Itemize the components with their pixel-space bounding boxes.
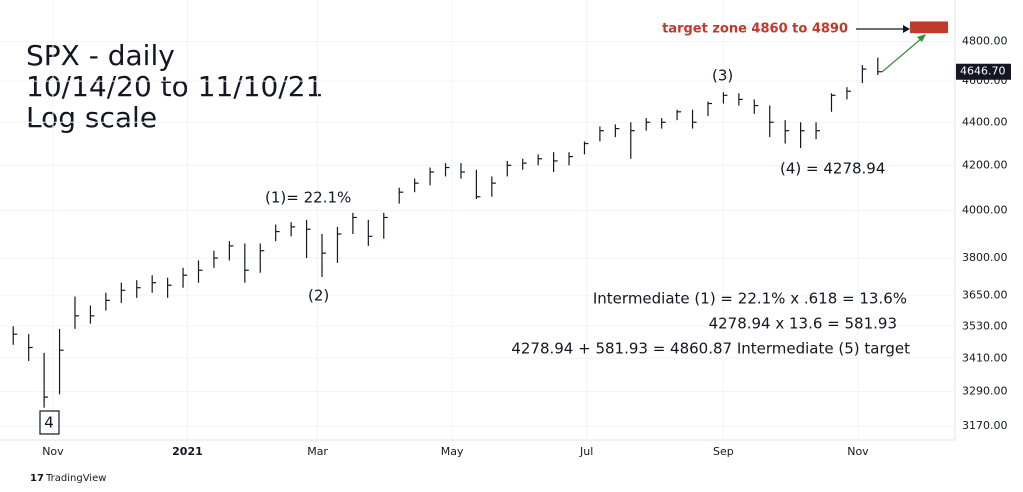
y-tick-label: 3290.00 — [962, 384, 1008, 397]
y-tick-label: 3170.00 — [962, 419, 1008, 432]
x-tick-label: May — [441, 445, 464, 458]
x-tick-label: Jul — [579, 445, 593, 458]
arrow — [881, 37, 923, 73]
annotation: (4) = 4278.94 — [780, 160, 885, 178]
y-tick-label: 3650.00 — [962, 288, 1008, 301]
x-tick-label: Nov — [847, 445, 869, 458]
y-tick-label: 4200.00 — [962, 158, 1008, 171]
logo: 17 — [30, 473, 44, 484]
y-tick-label: 4000.00 — [962, 204, 1008, 217]
last-price-box — [956, 63, 1011, 80]
target-zone — [910, 21, 948, 34]
annotation: Intermediate (1) = 22.1% x .618 = 13.6% — [593, 290, 907, 308]
annotation: 4278.94 + 581.93 = 4860.87 Intermediate … — [511, 340, 910, 358]
annotation: 4278.94 x 13.6 = 581.93 — [709, 315, 897, 333]
x-tick-label: Nov — [42, 445, 64, 458]
title-line: 10/14/20 to 11/10/21 — [26, 70, 323, 103]
x-tick-label: Mar — [307, 445, 328, 458]
wave-box — [39, 410, 60, 435]
title-line: Log scale — [26, 101, 157, 134]
y-tick-label: 3530.00 — [962, 319, 1008, 332]
annotation: (3) — [712, 67, 733, 85]
arrow-head — [903, 25, 910, 33]
y-tick-label: 4800.00 — [962, 35, 1008, 48]
last-price-label: 4646.70 — [960, 65, 1006, 78]
target-zone-label: target zone 4860 to 4890 — [662, 22, 848, 37]
source: TradingView — [45, 473, 106, 484]
y-tick-label: 3410.00 — [962, 351, 1008, 364]
arrow-head — [917, 34, 926, 42]
x-tick-label: Sep — [713, 445, 734, 458]
y-tick-label: 3800.00 — [962, 251, 1008, 264]
y-tick-label: 4400.00 — [962, 115, 1008, 128]
annotation: 4 — [44, 414, 54, 432]
annotation: (1)= 22.1% — [265, 189, 351, 207]
annotation: (2) — [308, 287, 329, 305]
x-tick-label: 2021 — [172, 445, 203, 458]
title-line: SPX - daily — [26, 39, 175, 72]
